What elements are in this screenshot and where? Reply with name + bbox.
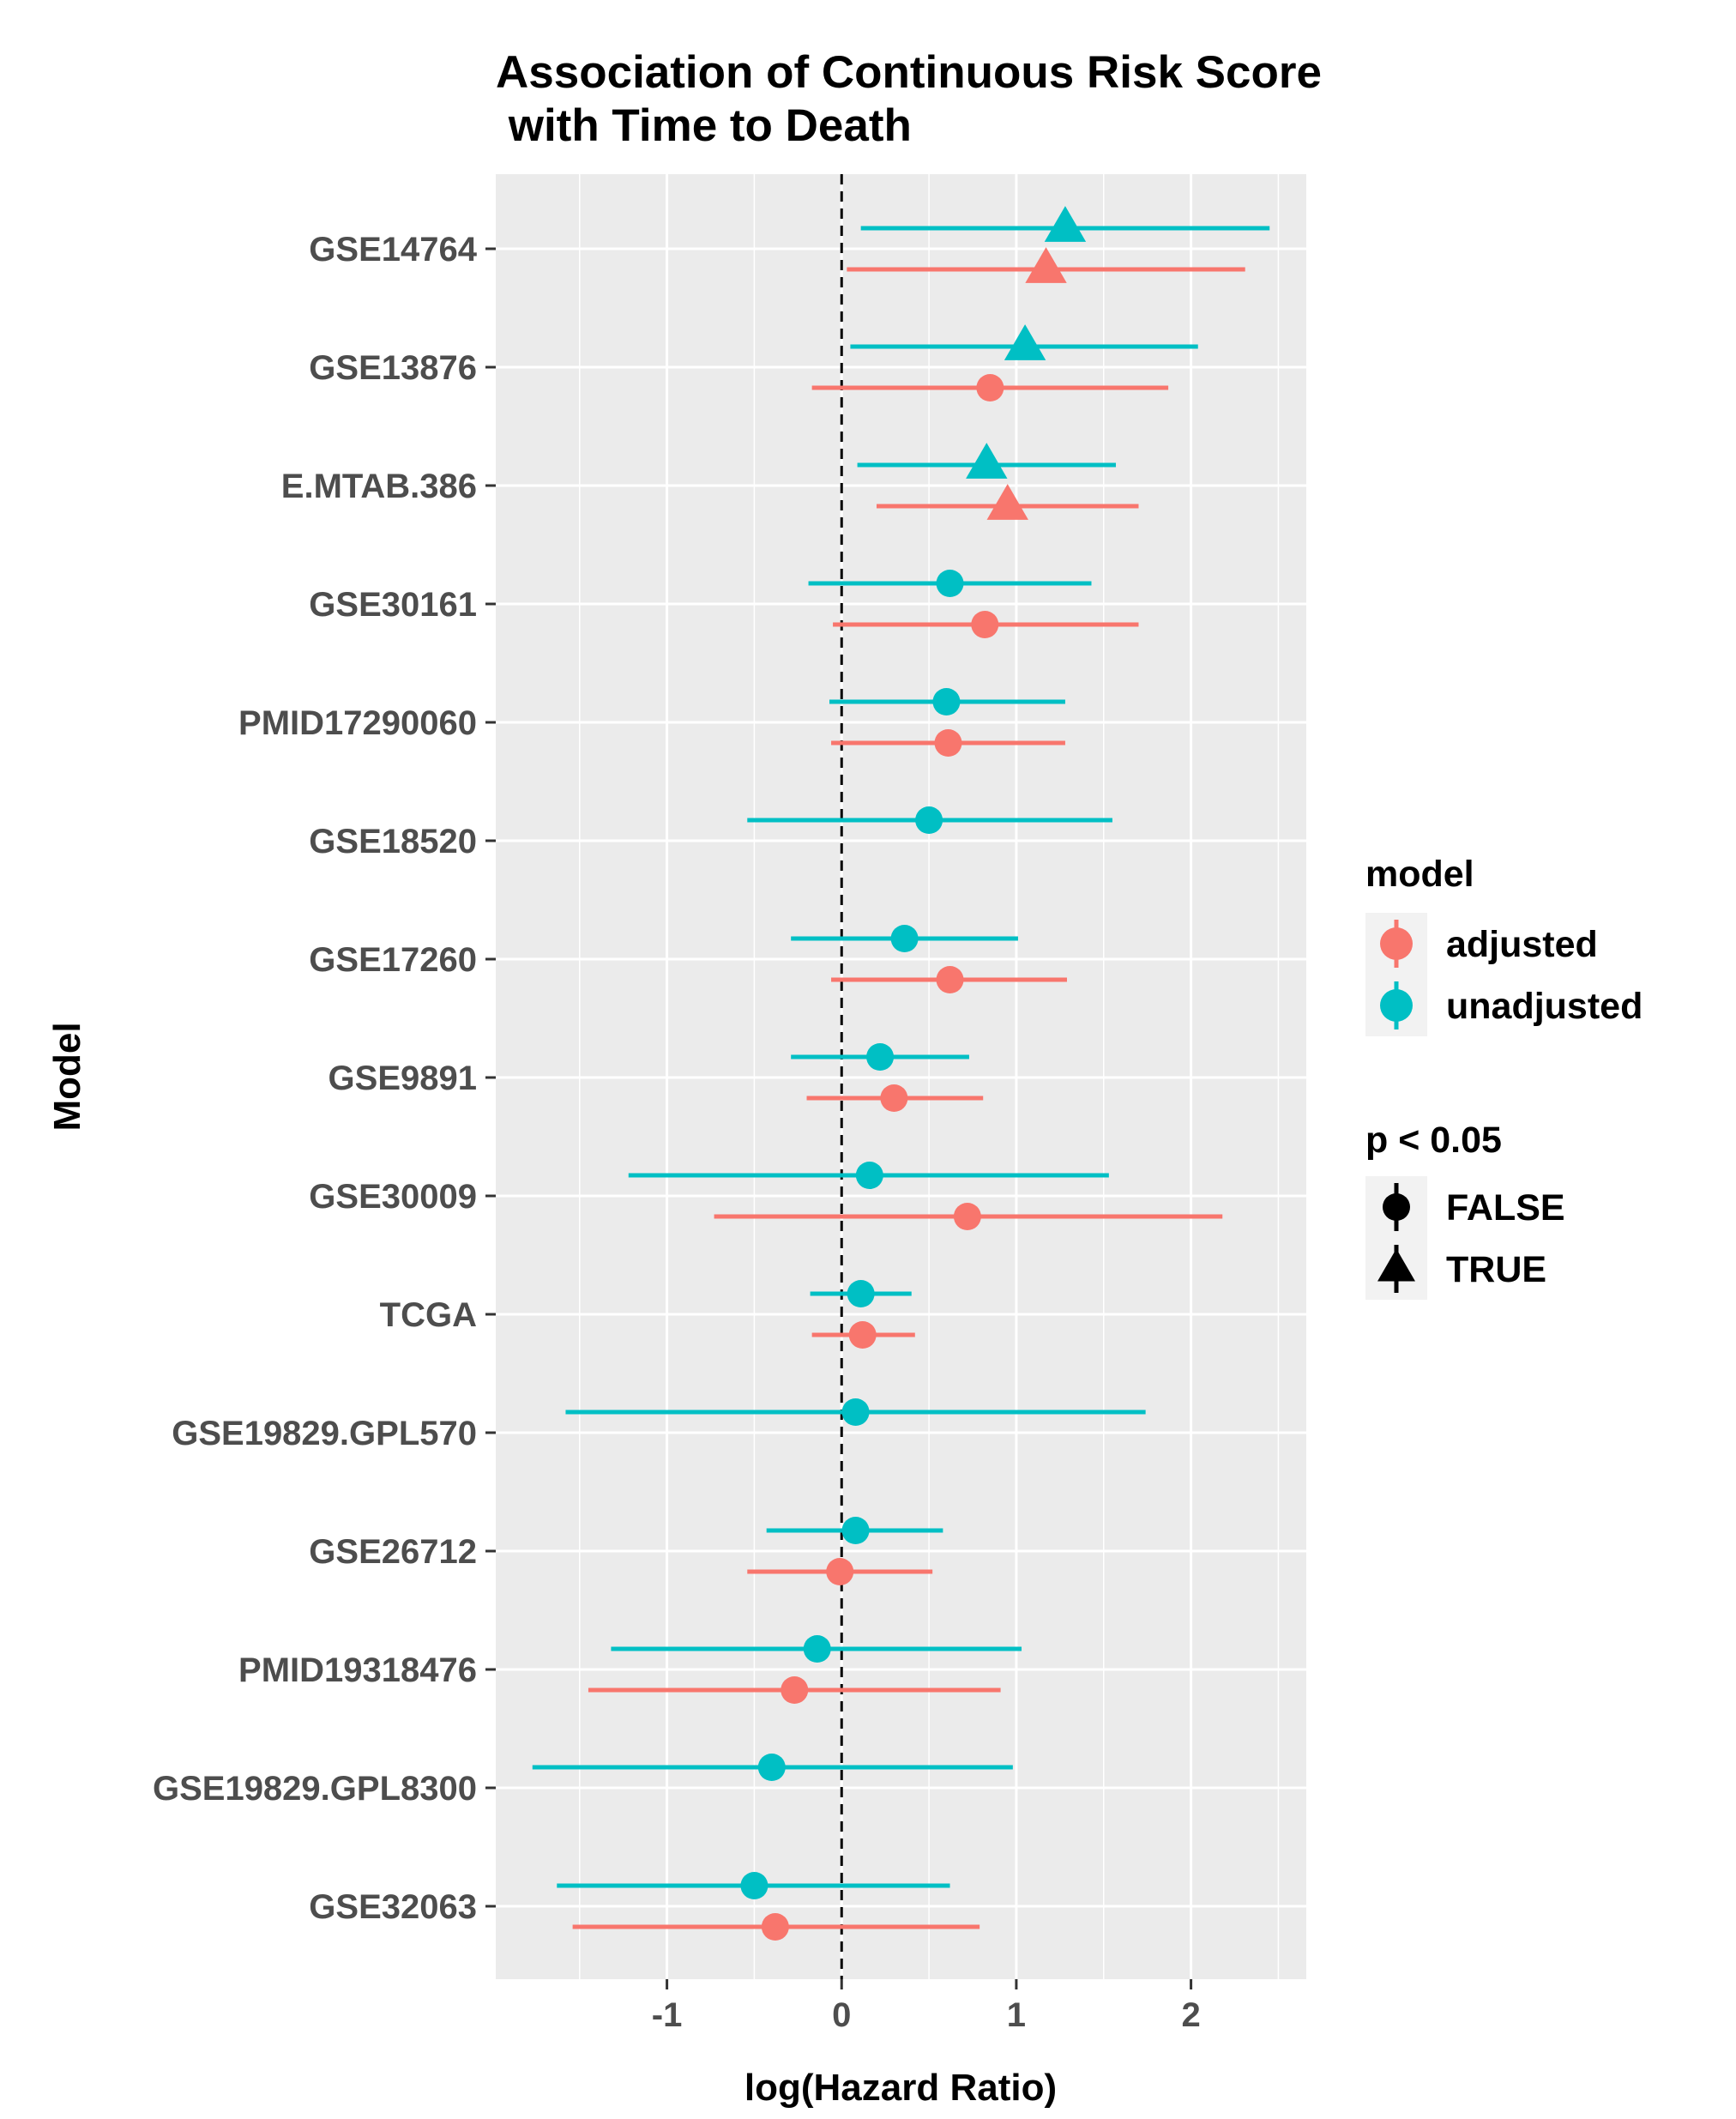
legend-key-dot-adjusted (1380, 927, 1413, 960)
legend-shape-title: p < 0.05 (1365, 1120, 1502, 1161)
circle-point-unadjusted (855, 1162, 883, 1189)
circle-point-adjusted (781, 1676, 809, 1704)
circle-point-adjusted (826, 1558, 854, 1585)
y-tick-label: GSE17260 (309, 941, 477, 979)
circle-point-unadjusted (936, 570, 964, 597)
circle-point-adjusted (880, 1084, 908, 1112)
legend: model p < 0.05 adjusted unadjusted FALSE TR… (1365, 854, 1643, 1300)
x-tick-label: 2 (1181, 1996, 1200, 2034)
circle-point-unadjusted (932, 688, 961, 715)
circle-point-unadjusted (841, 1398, 870, 1426)
y-tick-label: GSE19829.GPL8300 (153, 1770, 477, 1808)
circle-point-unadjusted (740, 1872, 769, 1899)
y-tick-label: GSE30161 (309, 586, 477, 624)
y-tick-label: GSE30009 (309, 1178, 477, 1216)
circle-point-unadjusted (915, 806, 943, 834)
circle-point-unadjusted (757, 1754, 786, 1781)
y-tick-label: GSE9891 (329, 1060, 477, 1097)
legend-label-FALSE: FALSE (1446, 1187, 1565, 1229)
legend-label-unadjusted: unadjusted (1446, 986, 1643, 1027)
circle-point-unadjusted (847, 1280, 875, 1307)
circle-point-unadjusted (841, 1517, 870, 1544)
circle-point-adjusted (976, 374, 1004, 401)
triangle-point-unadjusted (1044, 206, 1087, 242)
y-tick-label: GSE26712 (309, 1533, 477, 1571)
circle-point-adjusted (848, 1321, 877, 1349)
y-tick-label: E.MTAB.386 (281, 468, 477, 505)
circle-point-adjusted (934, 729, 962, 757)
y-tick-label: TCGA (380, 1296, 477, 1334)
circle-point-adjusted (971, 611, 999, 638)
triangle-point-unadjusted (966, 443, 1008, 479)
x-tick-label: -1 (652, 1996, 683, 2034)
triangle-point-adjusted (986, 484, 1028, 520)
legend-key-circle (1383, 1193, 1410, 1221)
legend-label-TRUE: TRUE (1446, 1249, 1546, 1290)
y-tick-label: PMID17290060 (238, 704, 477, 742)
triangle-point-adjusted (1025, 247, 1067, 283)
legend-color-title: model (1365, 854, 1474, 895)
y-tick-label: GSE13876 (309, 349, 477, 387)
y-axis: GSE14764 GSE13876 E.MTAB.386 GSE30161 PMID17… (153, 231, 496, 1926)
x-axis-title: log(Hazard Ratio) (744, 2067, 1057, 2109)
chart-title-line-1: Association of Continuous Risk Score (496, 47, 1322, 98)
legend-key-triangle (1377, 1248, 1415, 1282)
y-axis-title: Model (46, 1022, 88, 1131)
circle-point-adjusted (761, 1913, 789, 1941)
legend-label-adjusted: adjusted (1446, 924, 1598, 965)
legend-key-dot-unadjusted (1380, 989, 1413, 1022)
y-tick-label: GSE19829.GPL570 (172, 1415, 477, 1452)
y-tick-label: PMID19318476 (238, 1651, 477, 1689)
triangle-point-unadjusted (1004, 324, 1046, 360)
x-axis: -1 0 1 2 (652, 1979, 1201, 2034)
y-tick-label: GSE14764 (309, 231, 477, 269)
circle-point-unadjusted (803, 1635, 831, 1663)
y-tick-label: GSE32063 (309, 1888, 477, 1926)
y-tick-label: GSE18520 (309, 823, 477, 860)
circle-point-unadjusted (890, 925, 919, 952)
circle-point-unadjusted (866, 1043, 895, 1071)
circle-point-adjusted (953, 1203, 981, 1230)
chart-title-line-2: with Time to Death (496, 100, 912, 151)
circle-point-adjusted (936, 966, 964, 993)
data-marks (532, 206, 1270, 1941)
x-tick-label: 1 (1007, 1996, 1026, 2034)
x-tick-label: 0 (832, 1996, 851, 2034)
